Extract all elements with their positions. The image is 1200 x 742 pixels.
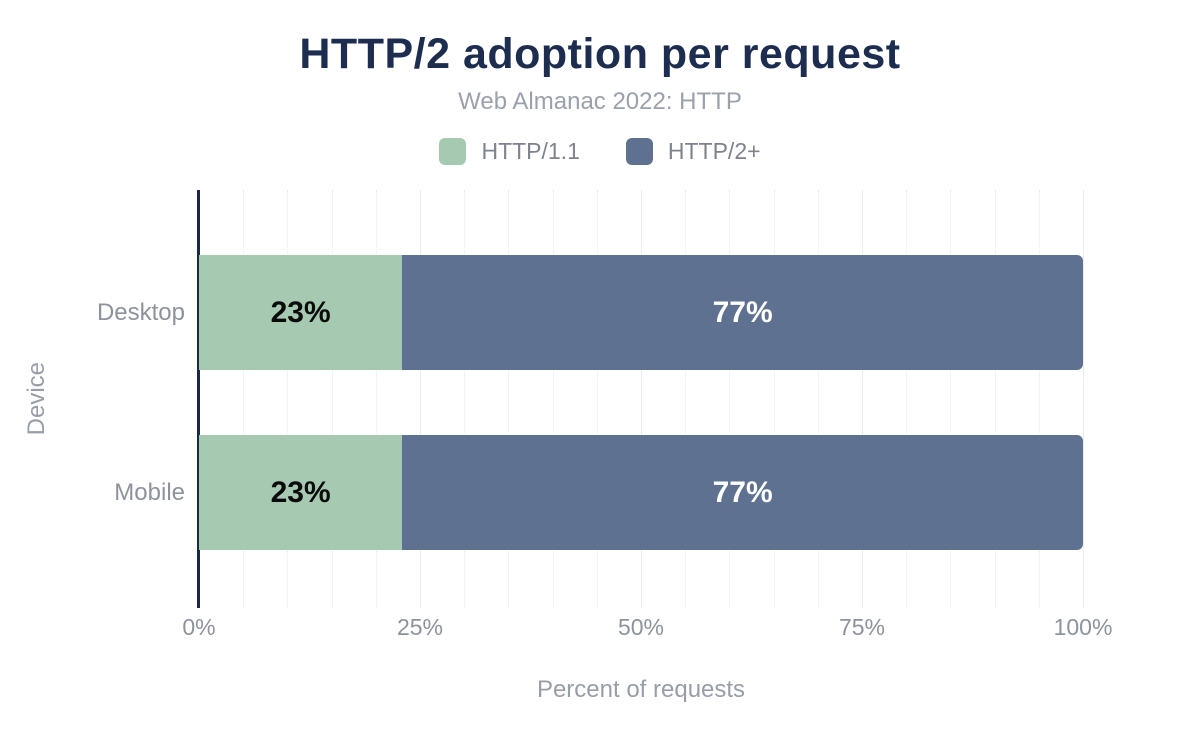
chart-subtitle: Web Almanac 2022: HTTP xyxy=(458,88,742,115)
bar-row-desktop: 23% 77% xyxy=(199,255,1083,370)
legend: HTTP/1.1 HTTP/2+ xyxy=(0,138,1200,165)
bar-segment-desktop-http11[interactable]: 23% xyxy=(199,255,403,370)
gridline-minor xyxy=(508,190,510,608)
gridline-minor xyxy=(552,190,554,608)
bar-value-label: 77% xyxy=(712,475,773,509)
legend-label: HTTP/2+ xyxy=(667,138,761,164)
category-label-mobile: Mobile xyxy=(114,478,185,506)
legend-swatch-icon xyxy=(439,138,467,165)
gridline-minor xyxy=(243,190,245,608)
x-tick-25: 25% xyxy=(396,614,444,640)
x-tick-50: 50% xyxy=(617,614,665,640)
x-axis-title: Percent of requests xyxy=(536,676,746,703)
gridline-minor xyxy=(1038,190,1040,608)
y-axis-title-wrap: Device xyxy=(22,190,52,608)
legend-label: HTTP/1.1 xyxy=(481,138,580,164)
bar-segment-mobile-http2[interactable]: 77% xyxy=(402,435,1083,550)
x-axis-ticks: 0% 25% 50% 75% 100% xyxy=(182,614,1112,644)
x-tick-100: 100% xyxy=(1053,614,1113,640)
legend-item-0[interactable]: HTTP/1.1 xyxy=(439,138,580,165)
plot-area: 23% 77% 23% 77% xyxy=(197,190,1084,608)
gridline-major xyxy=(1083,190,1084,608)
x-tick-75: 75% xyxy=(838,614,886,640)
gridline-minor xyxy=(596,190,598,608)
bar-row-mobile: 23% 77% xyxy=(199,435,1083,550)
gridline-major xyxy=(420,190,421,608)
gridline-minor xyxy=(773,190,775,608)
gridline-minor xyxy=(685,190,687,608)
bar-value-label: 77% xyxy=(712,295,773,329)
gridline-minor xyxy=(950,190,952,608)
gridline-major xyxy=(641,190,642,608)
bar-value-label: 23% xyxy=(270,475,331,509)
bar-segment-desktop-http2[interactable]: 77% xyxy=(402,255,1083,370)
gridline-minor xyxy=(994,190,996,608)
gridline-major xyxy=(862,190,863,608)
bar-value-label: 23% xyxy=(270,295,331,329)
gridline-minor xyxy=(817,190,819,608)
x-tick-0: 0% xyxy=(182,614,216,640)
y-axis-title: Device xyxy=(23,362,50,436)
gridline-minor xyxy=(331,190,333,608)
legend-swatch-icon xyxy=(625,138,653,165)
gridline-minor xyxy=(729,190,731,608)
chart-title: HTTP/2 adoption per request xyxy=(299,30,901,78)
gridline-minor xyxy=(375,190,377,608)
bar-segment-mobile-http11[interactable]: 23% xyxy=(199,435,403,550)
category-label-desktop: Desktop xyxy=(96,298,185,326)
y-axis-line xyxy=(197,190,200,608)
gridline-minor xyxy=(464,190,466,608)
legend-item-1[interactable]: HTTP/2+ xyxy=(625,138,761,165)
gridline-minor xyxy=(906,190,908,608)
gridline-minor xyxy=(287,190,289,608)
